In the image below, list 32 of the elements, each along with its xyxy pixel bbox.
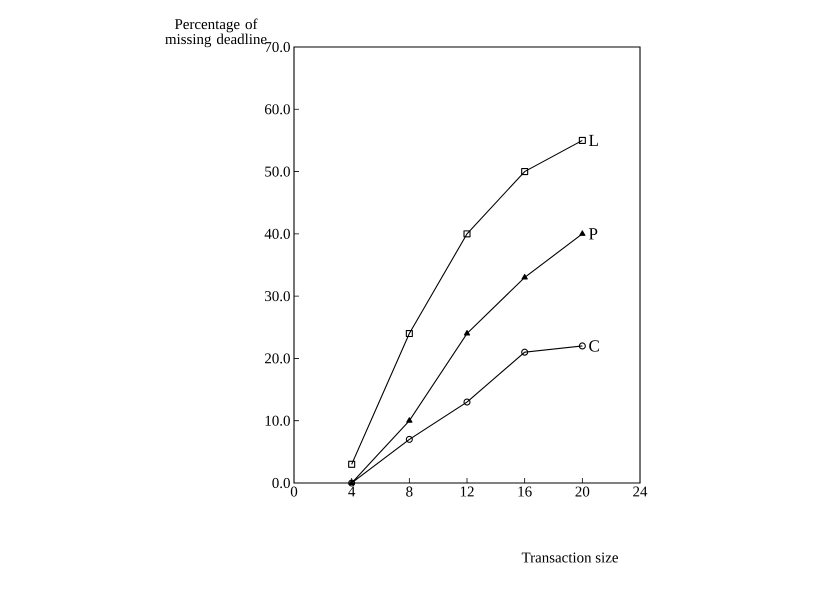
x-tick-label: 12 (460, 486, 474, 496)
series-label: L (589, 134, 598, 146)
y-tick-label: 0.0 (272, 478, 290, 488)
point (522, 274, 528, 280)
point (406, 436, 413, 443)
x-tick-label: 16 (518, 486, 532, 497)
x-tick-label: 20 (576, 486, 590, 497)
y-tick-label: 40.0 (264, 228, 290, 239)
y-tick-label: 30.0 (265, 291, 290, 302)
y-tick-label: 20.0 (264, 353, 290, 364)
y-tick-label: 10.0 (266, 416, 290, 426)
x-tick-label: 0 (290, 486, 298, 497)
x-tick-label: 24 (633, 486, 648, 496)
point (463, 230, 471, 238)
x-tick-label: 4 (348, 486, 356, 496)
point (579, 230, 586, 236)
y-tick-label: 50.0 (265, 166, 290, 177)
point (406, 330, 413, 338)
point (521, 168, 528, 176)
point (464, 330, 470, 336)
series-label: P (589, 228, 598, 240)
y-tick-label: 60.0 (264, 104, 290, 114)
x-tick-label: 8 (406, 486, 413, 497)
point (348, 460, 356, 468)
series-label: C (589, 340, 599, 352)
point (406, 417, 412, 423)
x-axis-title: Transaction size (522, 552, 618, 563)
point (578, 136, 586, 144)
point (521, 348, 528, 356)
point (463, 398, 471, 406)
y-axis-title: Percentage of missing deadline (165, 18, 267, 48)
y-tick-label: 70.0 (265, 42, 290, 52)
